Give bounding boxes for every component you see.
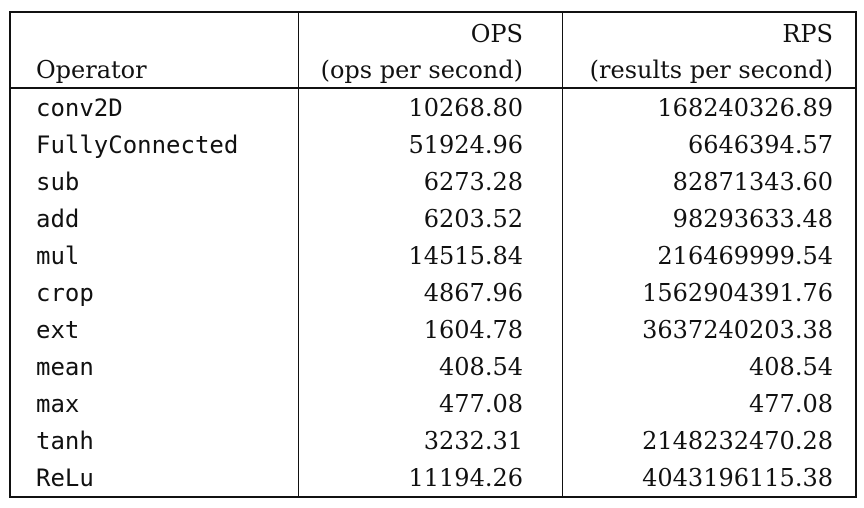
cell-operator: crop bbox=[36, 279, 94, 307]
table-row: max 477.08 477.08 bbox=[11, 385, 855, 422]
table-row: ReLu 11194.26 4043196115.38 bbox=[11, 459, 855, 496]
cell-rps: 477.08 bbox=[749, 390, 833, 418]
cell-ops: 4867.96 bbox=[423, 279, 523, 307]
table-row: FullyConnected 51924.96 6646394.57 bbox=[11, 126, 855, 163]
table-row: tanh 3232.31 2148232470.28 bbox=[11, 422, 855, 459]
cell-rps: 2148232470.28 bbox=[642, 427, 833, 455]
header-rps-subtitle: (results per second) bbox=[589, 56, 833, 84]
cell-rps: 408.54 bbox=[749, 353, 833, 381]
cell-ops: 477.08 bbox=[439, 390, 523, 418]
cell-operator: tanh bbox=[36, 427, 94, 455]
cell-operator: mul bbox=[36, 242, 80, 270]
table-row: crop 4867.96 1562904391.76 bbox=[11, 274, 855, 311]
column-divider-1 bbox=[298, 13, 299, 496]
cell-operator: max bbox=[36, 390, 80, 418]
table-row: sub 6273.28 82871343.60 bbox=[11, 163, 855, 200]
header-ops-subtitle: (ops per second) bbox=[320, 56, 523, 84]
header-operator: Operator bbox=[36, 56, 147, 84]
header-rps-title: RPS bbox=[782, 20, 833, 48]
table-row: mul 14515.84 216469999.54 bbox=[11, 237, 855, 274]
cell-operator: mean bbox=[36, 353, 94, 381]
table-body: conv2D 10268.80 168240326.89 FullyConnec… bbox=[11, 89, 855, 496]
cell-ops: 11194.26 bbox=[408, 464, 523, 492]
cell-rps: 4043196115.38 bbox=[642, 464, 833, 492]
cell-ops: 3232.31 bbox=[423, 427, 523, 455]
cell-ops: 6273.28 bbox=[423, 168, 523, 196]
cell-rps: 82871343.60 bbox=[672, 168, 833, 196]
cell-ops: 1604.78 bbox=[423, 316, 523, 344]
cell-ops: 14515.84 bbox=[408, 242, 523, 270]
header-ops-title: OPS bbox=[470, 20, 523, 48]
cell-operator: sub bbox=[36, 168, 80, 196]
cell-rps: 3637240203.38 bbox=[642, 316, 833, 344]
table-row: add 6203.52 98293633.48 bbox=[11, 200, 855, 237]
table-row: mean 408.54 408.54 bbox=[11, 348, 855, 385]
table-row: ext 1604.78 3637240203.38 bbox=[11, 311, 855, 348]
cell-ops: 6203.52 bbox=[423, 205, 523, 233]
cell-rps: 6646394.57 bbox=[687, 131, 833, 159]
cell-rps: 168240326.89 bbox=[657, 94, 833, 122]
operator-performance-table: Operator OPS (ops per second) RPS (resul… bbox=[9, 11, 857, 498]
cell-operator: ReLu bbox=[36, 464, 94, 492]
cell-operator: conv2D bbox=[36, 94, 123, 122]
table-row: conv2D 10268.80 168240326.89 bbox=[11, 89, 855, 126]
cell-rps: 1562904391.76 bbox=[642, 279, 833, 307]
column-divider-2 bbox=[562, 13, 563, 496]
cell-operator: add bbox=[36, 205, 80, 233]
cell-ops: 10268.80 bbox=[408, 94, 523, 122]
cell-rps: 216469999.54 bbox=[657, 242, 833, 270]
cell-rps: 98293633.48 bbox=[672, 205, 833, 233]
cell-operator: ext bbox=[36, 316, 80, 344]
table-header: Operator OPS (ops per second) RPS (resul… bbox=[11, 13, 855, 89]
cell-operator: FullyConnected bbox=[36, 131, 239, 159]
cell-ops: 51924.96 bbox=[408, 131, 523, 159]
cell-ops: 408.54 bbox=[439, 353, 523, 381]
